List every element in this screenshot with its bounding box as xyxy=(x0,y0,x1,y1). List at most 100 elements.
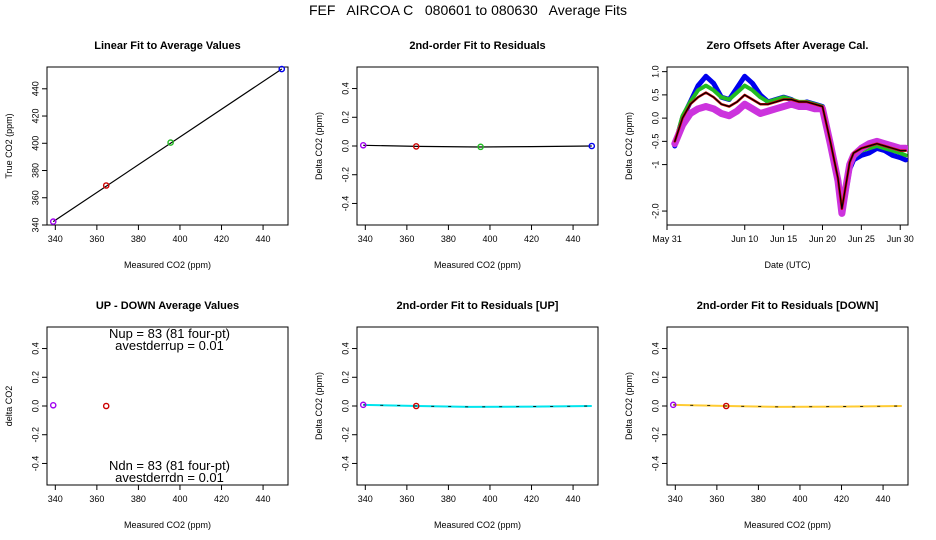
x-tick-label: 440 xyxy=(256,234,271,244)
data-point xyxy=(359,401,367,409)
x-axis-label: Date (UTC) xyxy=(764,260,810,270)
y-tick-label: -2.0 xyxy=(650,203,660,219)
x-tick-label: 340 xyxy=(48,494,63,504)
x-tick-label: 380 xyxy=(751,494,766,504)
y-tick-label: 0.0 xyxy=(30,400,40,413)
annotation-avestderrdn: avestderrdn = 0.01 xyxy=(115,470,224,485)
chart-offsets: Zero Offsets After Average Cal. May 31 Jun… xyxy=(624,40,914,270)
series-line-black xyxy=(674,91,907,210)
x-tick-label: Jun 10 xyxy=(731,234,758,244)
chart-updown: UP - DOWN Average Values 340 360 380 400 420 4… xyxy=(4,300,289,530)
x-tick-label: Jun 20 xyxy=(809,234,836,244)
y-tick-label: -0.2 xyxy=(340,167,350,183)
x-tick-label: 340 xyxy=(48,234,63,244)
fit-line-dash xyxy=(363,404,592,408)
chart-title: 2nd-order Fit to Residuals [UP] xyxy=(397,300,559,312)
x-tick-label: 440 xyxy=(256,494,271,504)
x-tick-label: 400 xyxy=(792,494,807,504)
annotation-avestderrup: avestderrup = 0.01 xyxy=(115,338,224,353)
x-axis-label: Measured CO2 (ppm) xyxy=(124,260,211,270)
x-axis-label: Measured CO2 (ppm) xyxy=(124,520,211,530)
x-tick-label: 380 xyxy=(131,234,146,244)
x-tick-label: 360 xyxy=(399,494,414,504)
x-tick-label: Jun 15 xyxy=(770,234,797,244)
y-axis-label: Delta CO2 (ppm) xyxy=(314,112,324,180)
x-tick-label: 420 xyxy=(524,494,539,504)
y-tick-label: 0.2 xyxy=(30,371,40,384)
x-tick-label: 420 xyxy=(834,494,849,504)
y-tick-label: -0.4 xyxy=(340,456,350,472)
y-tick-label: 0.2 xyxy=(650,371,660,384)
chart-resid-down: 2nd-order Fit to Residuals [DOWN] 340 360 3… xyxy=(624,300,909,530)
fit-line xyxy=(363,144,592,148)
data-point xyxy=(588,142,596,150)
y-tick-label: 360 xyxy=(30,190,40,205)
y-tick-label: 380 xyxy=(30,163,40,178)
y-tick-label: 440 xyxy=(30,81,40,96)
y-tick-label: -0.2 xyxy=(650,427,660,443)
chart-title: 2nd-order Fit to Residuals xyxy=(409,40,545,52)
x-tick-label: 400 xyxy=(482,234,497,244)
data-point xyxy=(722,402,730,410)
y-tick-label: 400 xyxy=(30,136,40,151)
data-point xyxy=(49,401,57,409)
x-tick-label: 380 xyxy=(441,234,456,244)
x-tick-label: 360 xyxy=(709,494,724,504)
chart-title: Linear Fit to Average Values xyxy=(94,40,241,52)
y-axis-label: Delta CO2 (ppm) xyxy=(624,112,634,180)
y-tick-label: 0.0 xyxy=(340,140,350,153)
y-tick-label: 1.0 xyxy=(650,65,660,78)
y-axis-label: True CO2 (ppm) xyxy=(4,113,14,178)
chart-linear: Linear Fit to Average Values 340 360 380 400… xyxy=(4,40,289,270)
data-point xyxy=(278,65,286,73)
y-tick-label: -1 xyxy=(650,161,660,169)
x-axis-label: Measured CO2 (ppm) xyxy=(744,520,831,530)
chart-title: Zero Offsets After Average Cal. xyxy=(707,40,869,52)
y-tick-label: 0.0 xyxy=(650,112,660,125)
x-tick-label: 440 xyxy=(566,494,581,504)
x-tick-label: May 31 xyxy=(652,234,682,244)
fit-line-dash xyxy=(673,404,902,408)
y-tick-label: -0.5 xyxy=(650,134,660,150)
chart-title: UP - DOWN Average Values xyxy=(96,300,239,312)
y-tick-label: 420 xyxy=(30,109,40,124)
y-tick-label: -0.4 xyxy=(650,456,660,472)
series-line-magenta xyxy=(671,100,908,217)
data-point xyxy=(477,143,484,151)
y-tick-label: 0.0 xyxy=(650,400,660,413)
data-point xyxy=(49,218,57,225)
x-tick-label: 420 xyxy=(524,234,539,244)
data-point xyxy=(359,141,367,149)
x-tick-label: 380 xyxy=(131,494,146,504)
data-point xyxy=(669,401,677,409)
x-tick-label: 380 xyxy=(441,494,456,504)
x-tick-label: 360 xyxy=(89,494,104,504)
data-point xyxy=(102,182,110,189)
x-axis-label: Measured CO2 (ppm) xyxy=(434,520,521,530)
x-tick-label: 440 xyxy=(566,234,581,244)
plot-frame xyxy=(46,66,289,226)
y-tick-label: 0.4 xyxy=(340,82,350,95)
annotation-ndn: Ndn = 83 (81 four-pt) xyxy=(109,458,230,473)
y-tick-label: 0.0 xyxy=(340,400,350,413)
data-point xyxy=(167,139,174,146)
y-tick-label: 0.4 xyxy=(30,342,40,355)
y-tick-label: 340 xyxy=(30,217,40,232)
x-tick-label: 340 xyxy=(668,494,683,504)
y-tick-label: 0.2 xyxy=(340,371,350,384)
y-tick-label: 0.4 xyxy=(650,342,660,355)
x-tick-label: 360 xyxy=(89,234,104,244)
x-axis-label: Measured CO2 (ppm) xyxy=(434,260,521,270)
y-tick-label: -0.4 xyxy=(30,456,40,472)
y-axis-label: delta CO2 xyxy=(4,386,14,427)
x-tick-label: 360 xyxy=(399,234,414,244)
y-tick-label: -0.4 xyxy=(340,196,350,212)
y-tick-label: 0.2 xyxy=(340,111,350,124)
x-tick-label: Jun 30 xyxy=(887,234,914,244)
data-point xyxy=(412,143,420,150)
x-tick-label: 340 xyxy=(358,494,373,504)
y-axis-label: Delta CO2 (ppm) xyxy=(314,372,324,440)
chart-title: 2nd-order Fit to Residuals [DOWN] xyxy=(697,300,879,312)
fit-line xyxy=(52,68,283,223)
y-tick-label: 0.5 xyxy=(650,89,660,102)
